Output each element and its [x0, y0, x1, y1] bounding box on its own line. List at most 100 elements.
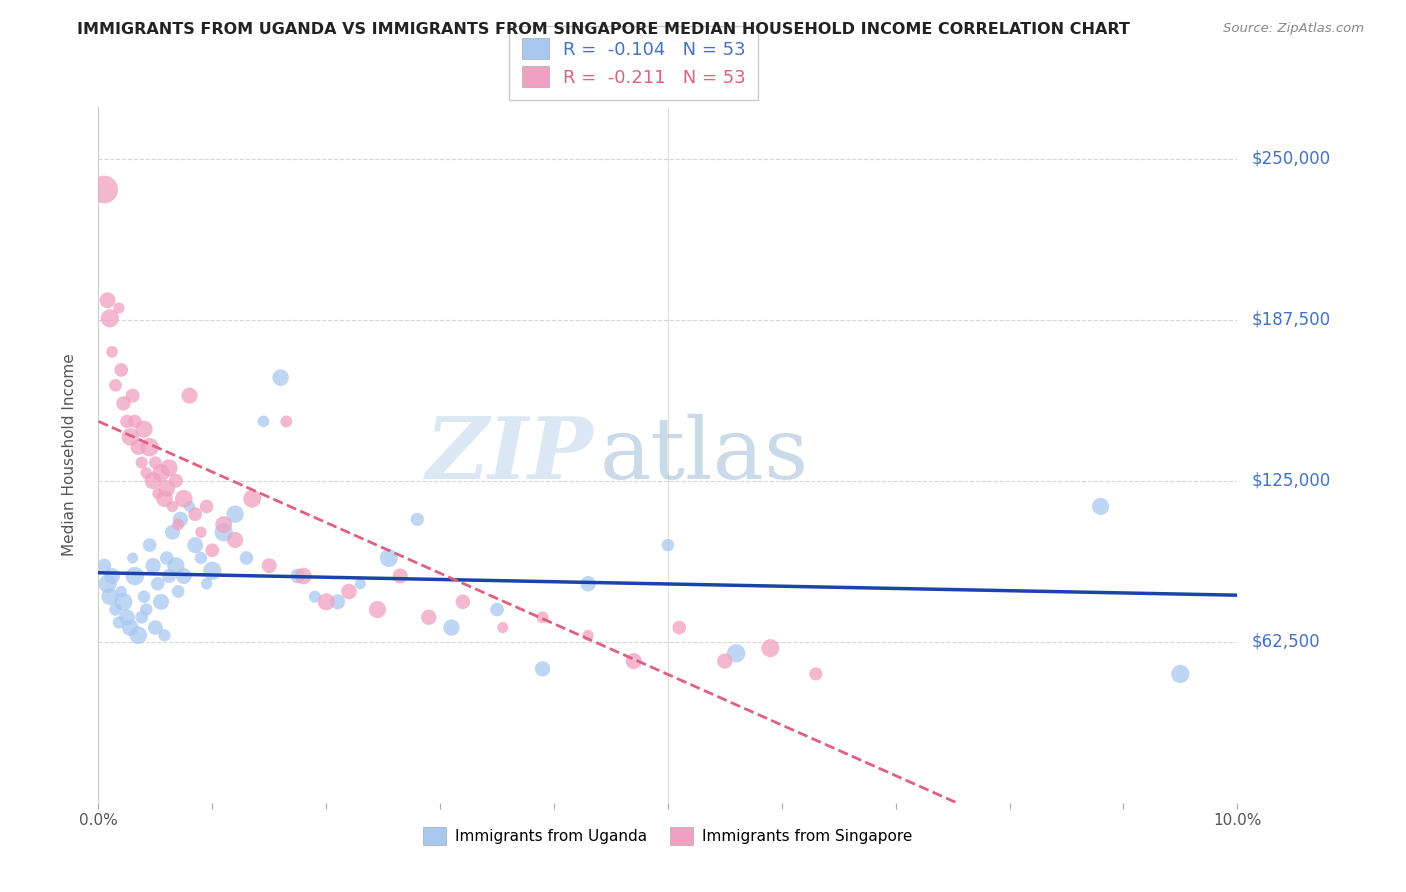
Point [153, 628, 176, 642]
Point [259, 558, 281, 573]
Point [287, 569, 309, 583]
Point [165, 558, 187, 573]
Point [1090, 500, 1112, 514]
Point [725, 646, 748, 660]
Point [759, 641, 782, 656]
Y-axis label: Median Household Income: Median Household Income [62, 353, 77, 557]
Point [195, 500, 218, 514]
Point [108, 301, 131, 315]
Point [101, 569, 124, 583]
Point [1170, 667, 1192, 681]
Point [270, 370, 292, 384]
Text: $187,500: $187,500 [1251, 310, 1330, 328]
Point [240, 491, 263, 506]
Point [98, 590, 121, 604]
Point [142, 474, 165, 488]
Legend: Immigrants from Uganda, Immigrants from Singapore: Immigrants from Uganda, Immigrants from … [418, 821, 918, 851]
Point [804, 667, 827, 681]
Point [224, 507, 246, 521]
Point [124, 414, 146, 428]
Point [104, 602, 127, 616]
Point [195, 576, 218, 591]
Point [115, 414, 138, 428]
Point [110, 363, 132, 377]
Point [131, 456, 153, 470]
Point [104, 378, 127, 392]
Point [486, 602, 509, 616]
Point [224, 533, 246, 547]
Point [98, 311, 121, 326]
Point [184, 538, 207, 552]
Point [201, 564, 224, 578]
Point [124, 569, 146, 583]
Point [138, 538, 160, 552]
Point [145, 456, 167, 470]
Point [337, 584, 360, 599]
Point [451, 595, 474, 609]
Point [212, 517, 235, 532]
Point [121, 389, 143, 403]
Point [162, 500, 184, 514]
Point [132, 422, 155, 436]
Text: $62,500: $62,500 [1251, 632, 1320, 651]
Point [108, 615, 131, 630]
Point [531, 610, 554, 624]
Point [101, 344, 124, 359]
Point [315, 595, 337, 609]
Point [531, 662, 554, 676]
Point [349, 576, 371, 591]
Text: $250,000: $250,000 [1251, 150, 1330, 168]
Point [440, 621, 463, 635]
Point [115, 610, 138, 624]
Point [366, 602, 388, 616]
Point [157, 569, 180, 583]
Point [173, 569, 195, 583]
Point [326, 595, 349, 609]
Point [146, 486, 169, 500]
Point [135, 466, 157, 480]
Point [112, 396, 135, 410]
Point [201, 543, 224, 558]
Point [167, 584, 190, 599]
Point [235, 551, 257, 566]
Text: $125,000: $125,000 [1251, 472, 1330, 490]
Text: Source: ZipAtlas.com: Source: ZipAtlas.com [1223, 22, 1364, 36]
Point [135, 602, 157, 616]
Point [406, 512, 429, 526]
Point [167, 517, 190, 532]
Point [150, 595, 173, 609]
Point [173, 491, 195, 506]
Point [576, 576, 599, 591]
Point [156, 482, 179, 496]
Point [121, 551, 143, 566]
Point [131, 610, 153, 624]
Point [276, 414, 298, 428]
Point [93, 558, 115, 573]
Point [184, 507, 207, 521]
Point [110, 584, 132, 599]
Text: IMMIGRANTS FROM UGANDA VS IMMIGRANTS FROM SINGAPORE MEDIAN HOUSEHOLD INCOME CORR: IMMIGRANTS FROM UGANDA VS IMMIGRANTS FRO… [77, 22, 1130, 37]
Point [156, 551, 179, 566]
Point [157, 460, 180, 475]
Point [292, 569, 315, 583]
Point [657, 538, 679, 552]
Point [153, 491, 176, 506]
Text: atlas: atlas [599, 413, 808, 497]
Point [93, 182, 115, 196]
Point [304, 590, 326, 604]
Point [127, 440, 149, 454]
Point [120, 621, 142, 635]
Point [127, 628, 149, 642]
Point [389, 569, 412, 583]
Point [623, 654, 645, 668]
Point [132, 590, 155, 604]
Point [162, 525, 184, 540]
Point [146, 576, 169, 591]
Point [668, 621, 690, 635]
Point [145, 621, 167, 635]
Point [112, 595, 135, 609]
Point [150, 466, 173, 480]
Point [212, 525, 235, 540]
Point [252, 414, 274, 428]
Point [576, 628, 599, 642]
